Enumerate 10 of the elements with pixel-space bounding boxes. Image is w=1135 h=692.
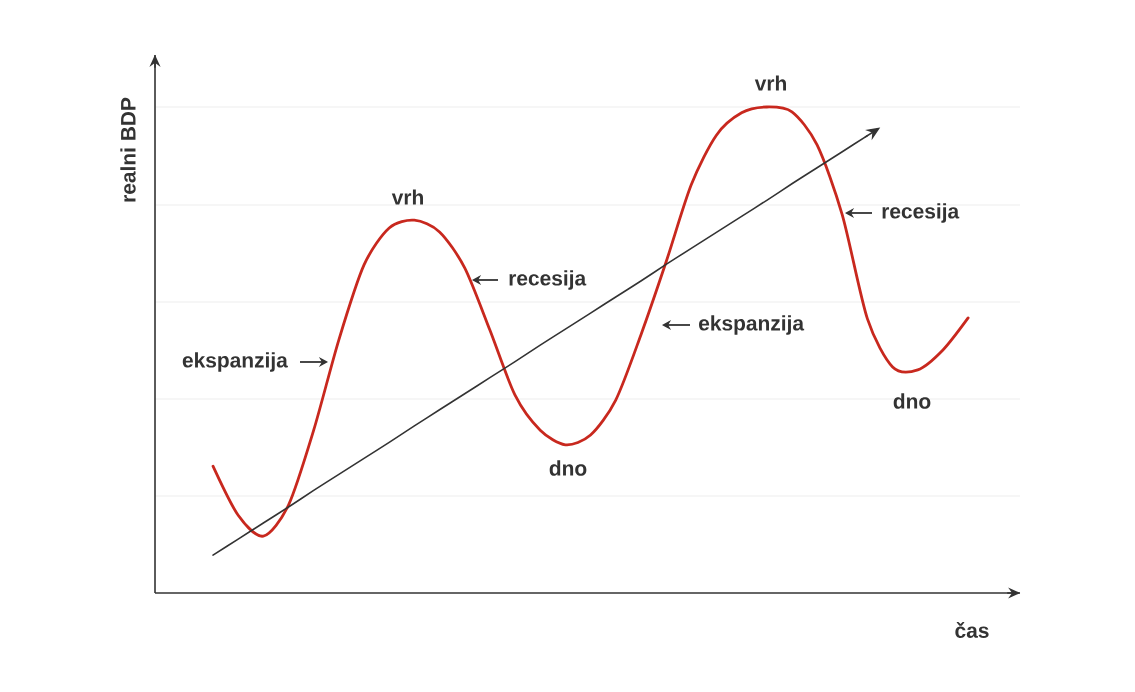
annotation: dno bbox=[549, 460, 587, 476]
text: vrh bbox=[754, 75, 786, 91]
annotation: recesija bbox=[509, 270, 587, 290]
annotation: vrh bbox=[391, 189, 423, 205]
y-axis-title: realni BDP bbox=[120, 97, 136, 202]
annotation: dno bbox=[893, 393, 931, 409]
annotation: ekspanzija bbox=[699, 315, 805, 335]
annotation: ekspanzija bbox=[182, 352, 288, 372]
annotation: recesija bbox=[882, 203, 960, 223]
x-axis-title: čas bbox=[955, 622, 989, 638]
